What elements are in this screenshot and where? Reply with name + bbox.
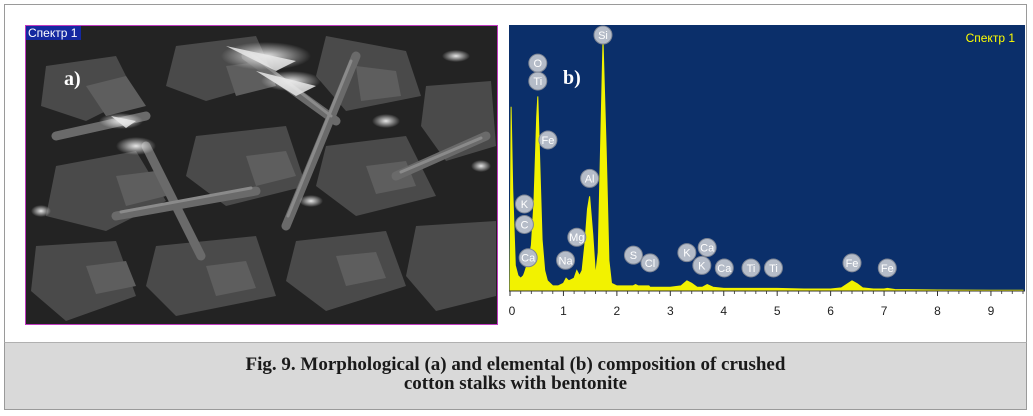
eds-spectrum-tag: Спектр 1 bbox=[965, 31, 1015, 45]
peak-label-na: Na bbox=[556, 250, 576, 270]
x-tick-label: 3 bbox=[667, 304, 674, 318]
peak-label-text: O bbox=[534, 58, 543, 70]
peak-label-k: K bbox=[514, 194, 534, 214]
peak-badge bbox=[538, 130, 558, 150]
caption-line-2: cotton stalks with bentonite bbox=[403, 373, 628, 394]
figure-caption: Fig. 9. Morphological (a) and elemental … bbox=[5, 355, 1026, 393]
peak-label-text: S bbox=[630, 250, 637, 262]
peak-badge bbox=[842, 253, 862, 273]
peak-badge bbox=[514, 214, 534, 234]
peak-label-c: C bbox=[514, 214, 534, 234]
x-tick-label: 2 bbox=[614, 304, 621, 318]
peak-label-k: K bbox=[692, 255, 712, 275]
peak-label-text: Al bbox=[585, 173, 595, 185]
sem-micrograph bbox=[26, 26, 497, 324]
peak-badge bbox=[763, 258, 783, 278]
peak-badge bbox=[623, 245, 643, 265]
peak-badge bbox=[741, 258, 761, 278]
spectrum-plot-area bbox=[509, 25, 1025, 291]
peak-label-text: Ca bbox=[700, 242, 715, 254]
peak-label-text: Ti bbox=[533, 76, 542, 88]
peak-badge bbox=[714, 258, 734, 278]
peak-label-cl: Cl bbox=[640, 253, 660, 273]
peak-badge bbox=[593, 25, 613, 45]
peak-badge bbox=[677, 243, 697, 263]
peak-badge bbox=[697, 237, 717, 257]
peak-label-text: Na bbox=[559, 255, 574, 267]
peak-badge bbox=[567, 227, 587, 247]
caption-line-1: Fig. 9. Morphological (a) and elemental … bbox=[245, 354, 786, 375]
peak-label-text: Ca bbox=[521, 253, 536, 265]
x-tick-label: 5 bbox=[774, 304, 781, 318]
peak-label-text: Ti bbox=[747, 263, 756, 275]
peak-label-ti: Ti bbox=[741, 258, 761, 278]
peak-label-text: Fe bbox=[542, 135, 555, 147]
peak-label-text: K bbox=[683, 248, 691, 260]
peak-label-ti: Ti bbox=[763, 258, 783, 278]
peak-badge bbox=[528, 71, 548, 91]
sem-spectrum-tag: Спектр 1 bbox=[26, 26, 82, 40]
panel-a-label: a) bbox=[64, 68, 81, 90]
peak-badge bbox=[877, 258, 897, 278]
peak-label-text: Fe bbox=[846, 258, 859, 270]
peak-label-s: S bbox=[623, 245, 643, 265]
x-tick-label: 1 bbox=[560, 304, 567, 318]
peak-label-fe: Fe bbox=[842, 253, 862, 273]
peak-badge bbox=[580, 168, 600, 188]
peak-label-text: K bbox=[521, 199, 529, 211]
peak-badge bbox=[556, 250, 576, 270]
x-tick-label: 8 bbox=[934, 304, 941, 318]
figure-caption-box: Fig. 9. Morphological (a) and elemental … bbox=[4, 342, 1027, 410]
peak-label-text: Fe bbox=[881, 263, 894, 275]
x-tick-label: 9 bbox=[988, 304, 995, 318]
spectrum-series bbox=[509, 40, 1024, 292]
peak-label-text: Ca bbox=[717, 263, 732, 275]
peak-badge bbox=[514, 194, 534, 214]
x-tick-label: 0 bbox=[509, 304, 516, 318]
peak-label-al: Al bbox=[580, 168, 600, 188]
peak-label-text: Mg bbox=[569, 232, 584, 244]
sem-image-panel: Спектр 1 a) bbox=[25, 25, 498, 325]
peak-badge bbox=[518, 248, 538, 268]
peak-label-si: Si bbox=[593, 25, 613, 45]
peak-label-text: C bbox=[520, 219, 528, 231]
peak-label-k: K bbox=[677, 243, 697, 263]
peak-label-text: K bbox=[698, 260, 706, 272]
peak-label-ca: Ca bbox=[518, 248, 538, 268]
peak-label-ti: Ti bbox=[528, 71, 548, 91]
peak-label-ca: Ca bbox=[714, 258, 734, 278]
peak-badge bbox=[692, 255, 712, 275]
peak-label-text: Si bbox=[598, 30, 608, 42]
peak-label-text: Cl bbox=[645, 258, 655, 270]
x-tick-label: 4 bbox=[720, 304, 727, 318]
peak-label-o: O bbox=[528, 53, 548, 73]
peak-label-text: Ti bbox=[769, 263, 778, 275]
peak-label-fe: Fe bbox=[877, 258, 897, 278]
x-tick-label: 6 bbox=[827, 304, 834, 318]
peak-label-fe: Fe bbox=[538, 130, 558, 150]
x-tick-label: 7 bbox=[881, 304, 888, 318]
peak-label-ca: Ca bbox=[697, 237, 717, 257]
panel-b-label: b) bbox=[563, 67, 581, 89]
peak-label-mg: Mg bbox=[567, 227, 587, 247]
peak-badge bbox=[640, 253, 660, 273]
